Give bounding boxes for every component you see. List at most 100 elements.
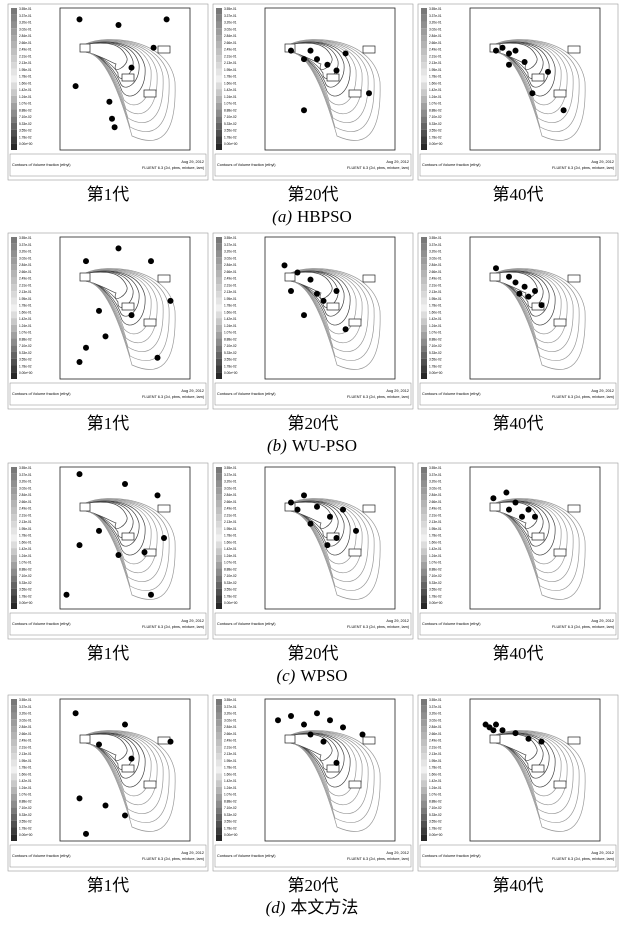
particle — [321, 739, 327, 745]
colorbar-cell — [216, 82, 222, 89]
colorbar-label: 2.31e-01 — [224, 745, 237, 749]
particle — [301, 56, 307, 62]
colorbar-cell — [216, 746, 222, 753]
particle — [493, 48, 499, 54]
colorbar-label: 1.95e-01 — [19, 527, 32, 531]
obstacle — [122, 533, 134, 540]
particle — [526, 507, 532, 513]
particle — [506, 50, 512, 56]
generation-label: 第1代 — [87, 414, 130, 433]
panel-frame — [213, 233, 413, 409]
particle — [288, 500, 294, 506]
inlet — [285, 273, 295, 281]
obstacle — [158, 46, 170, 53]
colorbar-cell — [421, 22, 427, 29]
particle — [321, 298, 327, 304]
colorbar-cell — [216, 494, 222, 501]
colorbar-cell — [421, 271, 427, 278]
colorbar-cell — [421, 719, 427, 726]
colorbar-label: 2.31e-01 — [429, 54, 442, 58]
colorbar-cell — [216, 96, 222, 103]
colorbar-cell — [216, 271, 222, 278]
colorbar-cell — [11, 589, 17, 596]
colorbar-cell — [216, 481, 222, 488]
colorbar-label: 2.84e-01 — [224, 493, 237, 497]
colorbar-label: 0.00e+00 — [224, 371, 238, 375]
particle — [522, 59, 528, 65]
colorbar-label: 5.33e-02 — [429, 581, 442, 585]
generation-label: 第1代 — [87, 185, 130, 204]
colorbar-cell — [421, 834, 427, 841]
colorbar-cell — [11, 481, 17, 488]
colorbar-cell — [421, 42, 427, 49]
footer-solver: FLUENT 6.3 (2d, pbns, mixture, lam) — [347, 857, 410, 861]
colorbar-cell — [11, 325, 17, 332]
particle — [129, 756, 135, 762]
colorbar-label: 3.55e-01 — [224, 236, 237, 240]
generation-label: 第40代 — [493, 414, 544, 433]
particle — [545, 69, 551, 75]
colorbar-cell — [421, 726, 427, 733]
footer-date: Aug 29, 2012 — [591, 619, 614, 623]
colorbar-label: 8.88e-02 — [19, 799, 32, 803]
colorbar-label: 2.13e-01 — [224, 520, 237, 524]
colorbar-label: 7.10e-02 — [429, 806, 442, 810]
generation-label: 第1代 — [87, 644, 130, 663]
colorbar-label: 3.02e-01 — [224, 486, 237, 490]
generation-label: 第40代 — [493, 644, 544, 663]
group-caption: (b)WU-PSO — [267, 436, 357, 455]
footer-solver: FLUENT 6.3 (2d, pbns, mixture, lam) — [142, 857, 205, 861]
colorbar-label: 1.78e-02 — [429, 594, 442, 598]
colorbar-cell — [11, 794, 17, 801]
colorbar-label: 3.20e-01 — [429, 250, 442, 254]
colorbar-label: 5.33e-02 — [19, 351, 32, 355]
generation-label: 第1代 — [87, 876, 130, 895]
particle — [314, 710, 320, 716]
colorbar-cell — [11, 35, 17, 42]
panel-frame — [8, 4, 208, 180]
colorbar-label: 1.60e-01 — [19, 772, 32, 776]
colorbar-cell — [11, 338, 17, 345]
colorbar-label: 2.49e-01 — [429, 739, 442, 743]
colorbar-cell — [421, 528, 427, 535]
colorbar-label: 2.84e-01 — [19, 34, 32, 38]
panel-frame — [418, 695, 618, 871]
panel: 3.55e-013.37e-013.20e-013.02e-012.84e-01… — [418, 233, 618, 409]
colorbar-label: 1.24e-01 — [429, 554, 442, 558]
inlet — [80, 503, 90, 511]
colorbar-cell — [11, 109, 17, 116]
colorbar-cell — [421, 807, 427, 814]
particle — [353, 528, 359, 534]
colorbar-label: 1.24e-01 — [429, 324, 442, 328]
colorbar-label: 2.49e-01 — [224, 48, 237, 52]
obstacle — [568, 505, 580, 512]
footer-text: Contours of Volume fraction (ethyl) — [12, 163, 71, 167]
colorbar-cell — [11, 291, 17, 298]
colorbar-label: 1.24e-01 — [19, 324, 32, 328]
colorbar-cell — [216, 740, 222, 747]
colorbar-label: 1.60e-01 — [429, 540, 442, 544]
particle — [161, 535, 167, 541]
colorbar-cell — [11, 345, 17, 352]
colorbar-cell — [11, 780, 17, 787]
obstacle — [327, 765, 339, 772]
colorbar-cell — [421, 76, 427, 83]
inlet — [80, 44, 90, 52]
particle — [308, 521, 314, 527]
obstacle — [554, 319, 566, 326]
colorbar-label: 0.00e+00 — [429, 601, 443, 605]
particle — [288, 288, 294, 294]
colorbar-cell — [421, 575, 427, 582]
particle — [77, 795, 83, 801]
colorbar-cell — [421, 365, 427, 372]
colorbar-cell — [421, 501, 427, 508]
group-caption: (d)本文方法 — [266, 898, 359, 917]
footer-date: Aug 29, 2012 — [181, 160, 204, 164]
obstacle — [122, 74, 134, 81]
particle — [77, 359, 83, 365]
colorbar-label: 1.60e-01 — [19, 540, 32, 544]
colorbar-cell — [421, 767, 427, 774]
colorbar-label: 1.95e-01 — [19, 297, 32, 301]
colorbar-label: 1.78e-01 — [19, 75, 32, 79]
panel: 3.55e-013.37e-013.20e-013.02e-012.84e-01… — [418, 695, 618, 871]
